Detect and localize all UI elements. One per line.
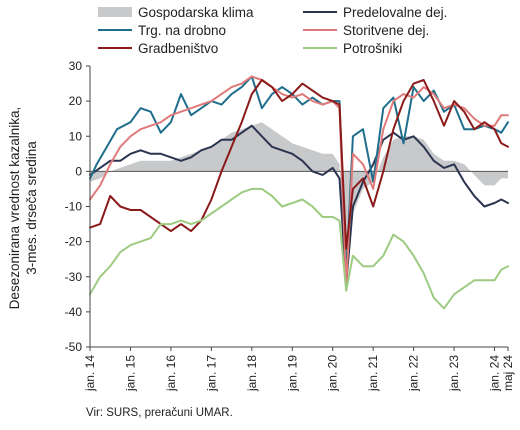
y-tick-label: 0 [75,164,82,178]
x-tick-label: jan. 16 [164,355,178,392]
legend-label-gospodarska-klima: Gospodarska klima [138,5,254,20]
y-axis-title-line-2: 3-mes. drseča sredina [24,141,39,275]
y-tick-label: 10 [69,129,83,143]
series-line-storitvene-dej [89,75,509,289]
legend-label-gradbeni-tvo: Gradbeništvo [138,41,218,56]
source-note: Vir: SURS, preračuni UMAR. [86,407,233,419]
series-line-trg-na-drobno [89,75,509,278]
y-axis-title-line-1: Desezonirana vrednost kazalnika, [7,107,22,310]
area-layer [90,122,508,270]
x-tick-label: maj 24 [501,355,515,391]
y-tick-label: -10 [65,200,83,214]
series-lines-layer [89,75,509,310]
legend-swatch-gospodarska-klima [98,7,132,17]
series-area-gospodarska-klima [90,122,508,270]
x-tick-label: jan. 18 [245,355,259,392]
legend-label-predelovalne-dej: Predelovalne dej. [343,5,447,20]
x-tick-label: jan. 21 [366,355,380,392]
x-tick-label: jan. 24 [488,355,502,392]
series-line-potro-niki [89,187,509,310]
legend: Gospodarska klima Predelovalne dej. Trg. n… [98,5,447,56]
x-tick-label: jan. 15 [124,355,138,392]
x-tick-label: jan. 14 [83,355,97,392]
x-tick-label: jan. 20 [326,355,340,392]
y-tick-label: 20 [69,94,83,108]
legend-label-trg-na-drobno: Trg. na drobno [138,23,226,38]
x-tick-label: jan. 22 [407,355,421,392]
y-tick-label: -40 [65,305,83,319]
y-tick-label: 30 [69,59,83,73]
y-tick-label: -20 [65,235,83,249]
x-tick-label: jan. 19 [285,355,299,392]
legend-label-storitvene-dej: Storitvene dej. [343,23,429,38]
series-line-gradbeni-tvo [89,79,509,250]
x-tick-label: jan. 17 [204,355,218,392]
series-line-predelovalne-dej [89,124,509,285]
legend-label-potro-niki: Potrošniki [343,41,402,56]
y-tick-label: -30 [65,270,83,284]
y-tick-label: -50 [65,340,83,354]
x-tick-label: jan. 23 [447,355,461,392]
